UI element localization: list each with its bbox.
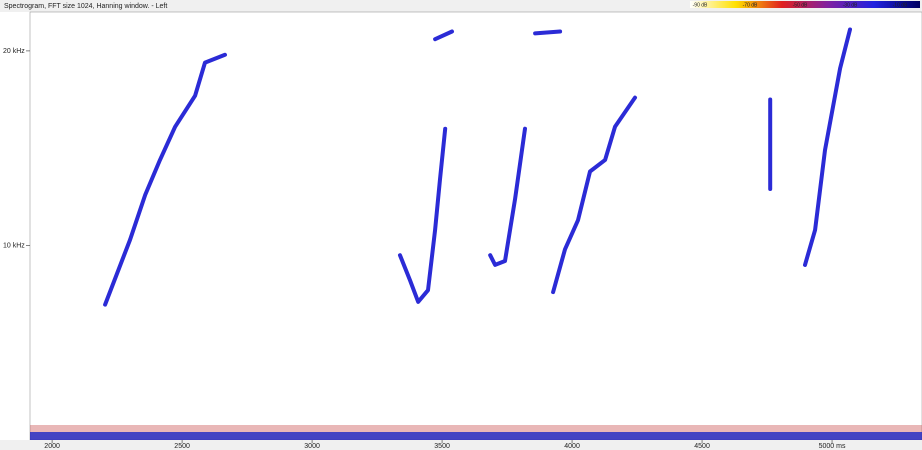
x-axis-bar	[0, 440, 922, 450]
whistle-trace	[551, 95, 637, 295]
plot-area	[29, 11, 922, 441]
x-tick-label: 5000 ms	[819, 443, 846, 450]
colorbar-label: -30 dB	[843, 2, 858, 8]
y-tick-label: 10 kHz	[3, 242, 25, 249]
x-tick-label: 2000	[44, 443, 60, 450]
whistle-trace	[488, 126, 527, 267]
x-tick-label: 3500	[434, 443, 450, 450]
colorbar-label: -10 dB	[893, 2, 908, 8]
x-tick-label: 4500	[694, 443, 710, 450]
whistle-trace	[803, 27, 852, 267]
colorbar-gradient	[690, 1, 920, 8]
x-tick-label: 2500	[174, 443, 190, 450]
colorbar-label: -50 dB	[793, 2, 808, 8]
y-tick-label: 20 kHz	[3, 48, 25, 55]
whistle-trace	[533, 29, 563, 36]
colorbar: -90 dB -70 dB -50 dB -30 dB -10 dB	[690, 1, 920, 8]
colorbar-label: -70 dB	[743, 2, 758, 8]
whistle-trace	[103, 52, 227, 307]
colorbar-label: -90 dB	[693, 2, 708, 8]
low-frequency-noise	[30, 432, 922, 440]
noise-fringe	[30, 425, 922, 432]
chart-title: Spectrogram, FFT size 1024, Hanning wind…	[4, 3, 167, 10]
x-tick-label: 4000	[564, 443, 580, 450]
whistle-trace	[398, 126, 448, 304]
whistle-trace	[433, 29, 454, 42]
x-tick-label: 3000	[304, 443, 320, 450]
